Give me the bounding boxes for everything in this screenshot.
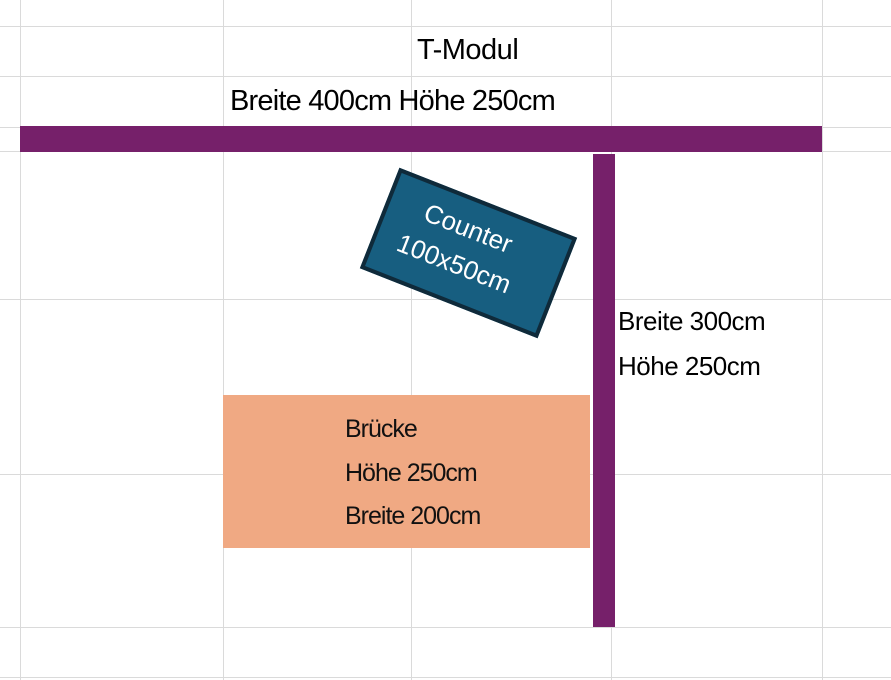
bruecke-height-label: Höhe 250cm: [345, 459, 478, 487]
grid-line: [0, 677, 891, 678]
counter-shape[interactable]: Counter 100x50cm: [359, 167, 578, 339]
bruecke-width-label: Breite 200cm: [345, 502, 481, 530]
grid-line: [223, 0, 224, 680]
side-wall-width-label: Breite 300cm: [618, 306, 766, 336]
grid-line: [0, 627, 891, 628]
side-wall-height-label: Höhe 250cm: [618, 351, 761, 381]
grid-line: [0, 76, 891, 77]
title: T-Modul: [417, 34, 519, 66]
bruecke-label: Brücke: [345, 415, 418, 443]
grid-line: [411, 0, 412, 680]
grid-line: [822, 0, 823, 680]
side-wall-shape[interactable]: [593, 154, 615, 627]
top-wall-label: Breite 400cm Höhe 250cm: [230, 85, 556, 117]
grid-line: [0, 26, 891, 27]
grid-line: [20, 0, 21, 680]
top-wall-shape[interactable]: [20, 126, 822, 152]
bruecke-shape[interactable]: Brücke Höhe 250cm Breite 200cm: [223, 395, 590, 548]
